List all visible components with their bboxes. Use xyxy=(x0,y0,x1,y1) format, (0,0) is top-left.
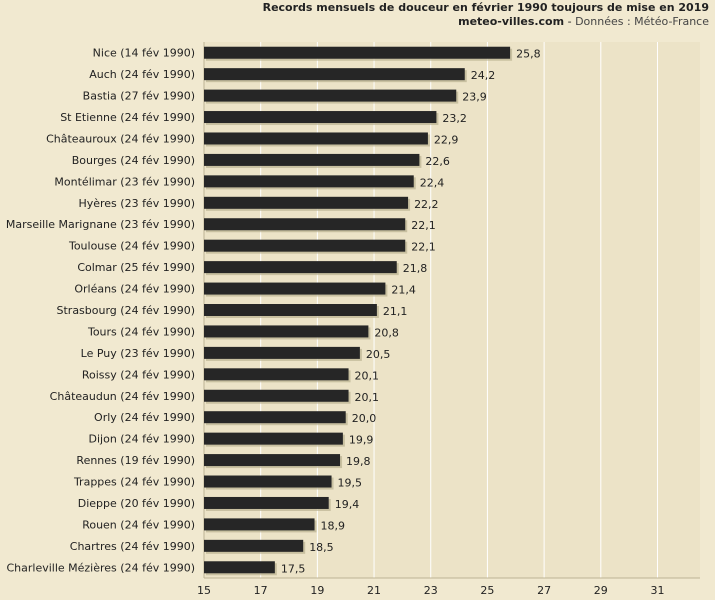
bar-3 xyxy=(204,111,437,124)
category-label-2: Bastia (27 fév 1990) xyxy=(83,90,195,103)
bar-21 xyxy=(204,496,329,509)
bar-6 xyxy=(204,175,414,188)
value-label-18: 19,9 xyxy=(349,434,374,447)
bar-1 xyxy=(204,68,465,81)
category-label-6: Montélimar (23 fév 1990) xyxy=(54,175,195,188)
x-tick-label-21: 21 xyxy=(367,584,381,597)
bar-0 xyxy=(204,46,511,59)
subtitle-separator: - xyxy=(564,15,576,28)
x-tick-label-27: 27 xyxy=(537,584,551,597)
value-label-13: 20,8 xyxy=(374,326,399,339)
value-label-4: 22,9 xyxy=(434,133,459,146)
subtitle-source: Données : Météo-France xyxy=(575,15,709,28)
bar-11 xyxy=(204,282,386,295)
x-tick-label-17: 17 xyxy=(254,584,268,597)
bar-16 xyxy=(204,389,349,402)
value-label-20: 19,5 xyxy=(338,477,363,490)
bar-22 xyxy=(204,518,315,531)
value-label-14: 20,5 xyxy=(366,348,391,361)
chart-subtitle: meteo-villes.com - Données : Météo-Franc… xyxy=(458,15,709,28)
x-tick-label-29: 29 xyxy=(594,584,608,597)
category-label-12: Strasbourg (24 fév 1990) xyxy=(57,304,196,317)
value-label-1: 24,2 xyxy=(471,69,496,82)
bar-13 xyxy=(204,325,369,338)
x-tick-label-31: 31 xyxy=(650,584,664,597)
subtitle-site: meteo-villes.com xyxy=(458,15,565,28)
x-tick-label-19: 19 xyxy=(310,584,324,597)
value-label-9: 22,1 xyxy=(411,241,436,254)
category-label-1: Auch (24 fév 1990) xyxy=(89,68,195,81)
bar-12 xyxy=(204,304,377,316)
category-label-3: St Etienne (24 fév 1990) xyxy=(60,111,195,124)
value-label-3: 23,2 xyxy=(442,112,467,125)
bar-14 xyxy=(204,346,360,359)
value-label-11: 21,4 xyxy=(391,284,416,297)
category-label-21: Dieppe (20 fév 1990) xyxy=(78,497,195,510)
category-label-5: Bourges (24 fév 1990) xyxy=(72,154,195,167)
category-label-4: Châteauroux (24 fév 1990) xyxy=(46,132,195,145)
category-label-20: Trappes (24 fév 1990) xyxy=(73,476,195,489)
value-label-24: 17,5 xyxy=(281,562,306,575)
bar-10 xyxy=(204,261,397,274)
bar-24 xyxy=(204,561,275,574)
value-label-6: 22,4 xyxy=(420,176,445,189)
category-label-7: Hyères (23 fév 1990) xyxy=(78,197,195,210)
category-label-10: Colmar (25 fév 1990) xyxy=(77,261,195,274)
bar-9 xyxy=(204,239,406,252)
category-label-15: Roissy (24 fév 1990) xyxy=(82,368,195,381)
bar-20 xyxy=(204,475,332,488)
value-label-19: 19,8 xyxy=(346,455,371,468)
category-label-17: Orly (24 fév 1990) xyxy=(94,411,195,424)
category-label-23: Chartres (24 fév 1990) xyxy=(70,540,195,553)
category-label-9: Toulouse (24 fév 1990) xyxy=(68,240,195,253)
x-tick-label-23: 23 xyxy=(424,584,438,597)
bar-23 xyxy=(204,539,304,552)
value-label-0: 25,8 xyxy=(516,48,541,61)
value-label-16: 20,1 xyxy=(355,391,380,404)
x-tick-label-15: 15 xyxy=(197,584,211,597)
bar-5 xyxy=(204,153,420,166)
category-label-14: Le Puy (23 fév 1990) xyxy=(81,347,195,360)
category-label-8: Marseille Marignane (23 fév 1990) xyxy=(6,218,195,231)
value-label-7: 22,2 xyxy=(414,198,439,211)
bar-17 xyxy=(204,411,346,424)
bar-8 xyxy=(204,218,406,231)
chart-title: Records mensuels de douceur en février 1… xyxy=(262,1,709,14)
x-tick-label-25: 25 xyxy=(480,584,494,597)
value-label-5: 22,6 xyxy=(425,155,450,168)
category-label-16: Châteaudun (24 fév 1990) xyxy=(50,390,195,403)
value-label-2: 23,9 xyxy=(462,91,487,104)
bar-2 xyxy=(204,89,457,102)
category-label-11: Orléans (24 fév 1990) xyxy=(74,283,195,296)
value-label-22: 18,9 xyxy=(321,519,346,532)
bar-4 xyxy=(204,132,428,145)
bar-15 xyxy=(204,368,349,381)
value-label-21: 19,4 xyxy=(335,498,360,511)
value-label-8: 22,1 xyxy=(411,219,436,232)
value-label-12: 21,1 xyxy=(383,305,408,318)
category-label-22: Rouen (24 fév 1990) xyxy=(82,518,195,531)
bar-19 xyxy=(204,454,341,467)
category-label-13: Tours (24 fév 1990) xyxy=(87,325,195,338)
category-label-0: Nice (14 fév 1990) xyxy=(93,47,195,60)
category-label-19: Rennes (19 fév 1990) xyxy=(76,454,195,467)
value-label-17: 20,0 xyxy=(352,412,377,425)
value-label-15: 20,1 xyxy=(355,369,380,382)
value-label-10: 21,8 xyxy=(403,262,428,275)
value-label-23: 18,5 xyxy=(309,541,334,554)
bar-18 xyxy=(204,432,343,445)
category-label-18: Dijon (24 fév 1990) xyxy=(89,433,196,446)
category-label-24: Charleville Mézières (24 fév 1990) xyxy=(6,561,195,574)
bar-7 xyxy=(204,196,409,209)
